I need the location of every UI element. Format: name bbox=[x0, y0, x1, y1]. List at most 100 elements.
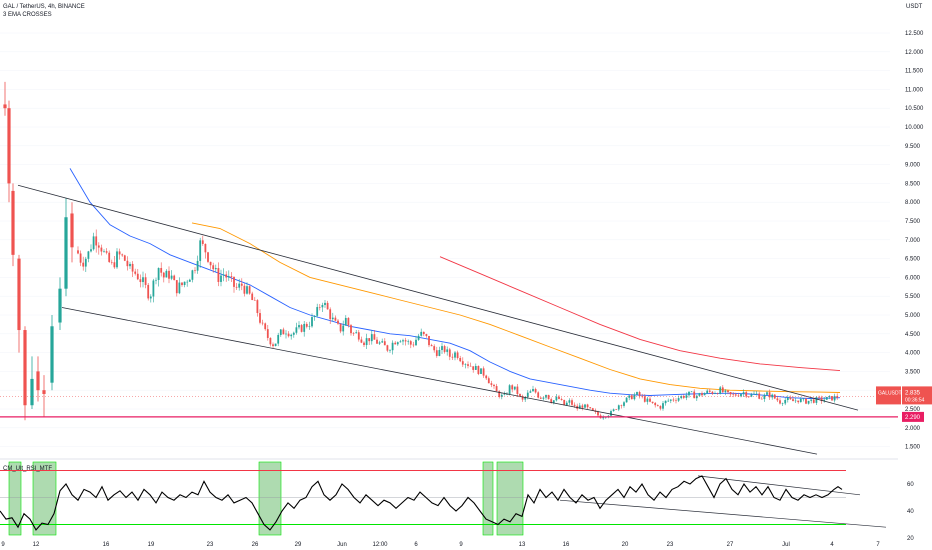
candle-body-270 bbox=[779, 400, 781, 404]
candle-body-117 bbox=[381, 341, 384, 343]
candle-body-154 bbox=[477, 365, 480, 374]
y-tick-13: 8.000 bbox=[905, 200, 921, 206]
x-tick-17: 4 bbox=[830, 542, 834, 548]
candle-body-73 bbox=[266, 329, 269, 338]
candle-body-242 bbox=[706, 390, 709, 394]
candle-body-223 bbox=[656, 405, 659, 407]
candle-body-187 bbox=[563, 399, 566, 406]
candle-body-34 bbox=[165, 270, 168, 278]
candle-body-166 bbox=[508, 385, 511, 395]
candle-body-222 bbox=[654, 402, 657, 406]
y-tick-2: 2.500 bbox=[905, 407, 921, 413]
candle-body-214 bbox=[633, 394, 636, 400]
big-candle-body-2 bbox=[11, 190, 15, 255]
candle-body-167 bbox=[511, 385, 514, 390]
candle-body-271 bbox=[781, 403, 784, 405]
candle-body-142 bbox=[446, 349, 449, 352]
rsi-line bbox=[0, 475, 843, 531]
price-tag-countdown: 00:36:54 bbox=[905, 397, 925, 403]
candle-body-227 bbox=[667, 400, 670, 402]
x-tick-2: 16 bbox=[103, 542, 110, 548]
y-tick-19: 11.000 bbox=[905, 87, 924, 93]
candle-body-84 bbox=[295, 327, 298, 333]
candle-body-221 bbox=[651, 401, 654, 403]
candle-body-38 bbox=[175, 280, 178, 294]
y-tick-8: 5.500 bbox=[905, 294, 921, 300]
candle-body-105 bbox=[350, 325, 352, 334]
candle-body-120 bbox=[389, 350, 391, 351]
candle-body-169 bbox=[516, 386, 519, 394]
candle-body-225 bbox=[662, 403, 664, 409]
candle-body-135 bbox=[428, 335, 430, 346]
grid bbox=[0, 32, 890, 447]
candle-body-209 bbox=[620, 405, 623, 406]
candle-body-181 bbox=[547, 394, 550, 400]
candle-body-50 bbox=[207, 252, 209, 262]
candle-body-206 bbox=[612, 409, 615, 412]
candle-body-238 bbox=[695, 395, 698, 399]
candle-body-278 bbox=[799, 398, 802, 403]
x-tick-18: 7 bbox=[876, 542, 880, 548]
candle-body-10 bbox=[103, 251, 105, 252]
candle-body-86 bbox=[300, 325, 303, 332]
candle-body-17 bbox=[121, 254, 124, 256]
candle-body-182 bbox=[550, 399, 553, 403]
price-tag-value-bg bbox=[902, 386, 932, 405]
y-tick-0: 1.500 bbox=[905, 445, 921, 451]
candle-body-163 bbox=[500, 394, 503, 397]
candle-body-177 bbox=[537, 392, 540, 398]
x-tick-3: 19 bbox=[148, 542, 155, 548]
candle-body-188 bbox=[565, 402, 568, 406]
candle-body-235 bbox=[688, 391, 690, 396]
candle-body-153 bbox=[474, 365, 477, 370]
candle-body-230 bbox=[675, 400, 677, 401]
candle-body-85 bbox=[298, 325, 300, 328]
candle-body-291 bbox=[833, 395, 836, 401]
x-tick-13: 20 bbox=[622, 542, 629, 548]
candle-body-216 bbox=[638, 392, 641, 397]
candle-body-158 bbox=[487, 378, 490, 384]
y-tick-4: 3.500 bbox=[905, 369, 921, 375]
candle-body-74 bbox=[269, 337, 272, 345]
big-candle-body-8 bbox=[50, 326, 54, 383]
candle-body-22 bbox=[134, 271, 137, 274]
x-tick-4: 23 bbox=[207, 542, 214, 548]
candle-body-251 bbox=[729, 392, 732, 395]
big-candle-body-4 bbox=[23, 330, 27, 406]
candle-body-149 bbox=[464, 364, 467, 365]
x-tick-1: 12 bbox=[33, 542, 40, 548]
y-tick-12: 7.500 bbox=[905, 219, 921, 225]
candle-body-122 bbox=[394, 342, 397, 345]
x-tick-10: 9 bbox=[459, 542, 463, 548]
candle-body-245 bbox=[714, 393, 716, 394]
candle-body-152 bbox=[472, 366, 475, 370]
candle-body-219 bbox=[646, 398, 649, 402]
candle-body-39 bbox=[178, 282, 181, 294]
candle-body-4 bbox=[87, 251, 90, 259]
candle-body-290 bbox=[831, 396, 833, 401]
candle-body-80 bbox=[285, 333, 287, 335]
candle-body-94 bbox=[321, 304, 324, 308]
candle-body-78 bbox=[279, 329, 282, 335]
candle-body-11 bbox=[105, 251, 108, 253]
candle-body-2 bbox=[82, 262, 85, 267]
candle-body-92 bbox=[316, 307, 319, 316]
candle-body-59 bbox=[230, 276, 233, 277]
candle-body-186 bbox=[560, 398, 563, 400]
candle-body-269 bbox=[776, 398, 779, 401]
candle-body-1 bbox=[79, 253, 82, 263]
candle-body-146 bbox=[456, 352, 459, 358]
candle-body-277 bbox=[797, 400, 800, 403]
x-tick-14: 23 bbox=[667, 542, 674, 548]
big-candle-body-10 bbox=[64, 217, 68, 289]
candle-body-164 bbox=[503, 394, 506, 395]
candle-body-247 bbox=[719, 387, 722, 394]
candle-body-108 bbox=[357, 332, 360, 340]
big-candle-body-3 bbox=[17, 258, 21, 331]
candle-body-138 bbox=[435, 350, 438, 356]
candle-body-205 bbox=[610, 411, 612, 416]
rsi-panel bbox=[0, 458, 898, 531]
big-candle-body-1 bbox=[7, 108, 11, 184]
